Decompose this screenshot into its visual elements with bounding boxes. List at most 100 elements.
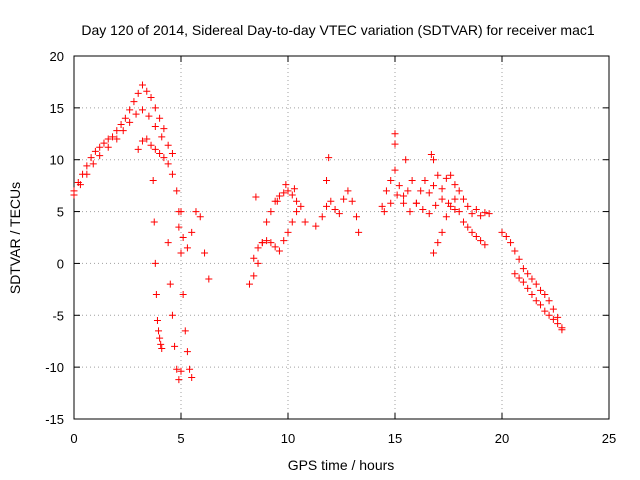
data-point — [447, 171, 455, 179]
axis-ticks: 0 5 10 15 20 25 -15 -10 -5 0 5 10 15 20 — [45, 49, 616, 446]
data-point — [387, 176, 395, 184]
data-point — [382, 187, 390, 195]
data-point — [168, 311, 176, 319]
y-tick-label: 5 — [57, 205, 64, 220]
data-point — [147, 93, 155, 101]
data-points — [70, 81, 566, 384]
data-point — [511, 247, 519, 255]
data-point — [393, 191, 401, 199]
data-point — [438, 228, 446, 236]
data-point — [138, 106, 146, 114]
series-arc-2 — [70, 106, 176, 199]
data-point — [335, 210, 343, 218]
data-point — [558, 326, 566, 334]
data-point — [267, 239, 275, 247]
data-point — [464, 223, 472, 231]
data-point — [524, 284, 532, 292]
data-point — [412, 199, 420, 207]
data-point — [156, 149, 164, 157]
data-point — [121, 114, 129, 122]
data-point — [406, 208, 414, 216]
data-point — [554, 313, 562, 321]
data-point — [549, 305, 557, 313]
data-point — [250, 272, 258, 280]
data-point — [425, 210, 433, 218]
series-drop-1 — [149, 176, 166, 352]
data-point — [258, 239, 266, 247]
data-point — [126, 106, 134, 114]
data-point — [427, 151, 435, 159]
data-point — [83, 162, 91, 170]
data-point — [96, 143, 104, 151]
data-point — [280, 189, 288, 197]
data-point — [451, 181, 459, 189]
data-point — [186, 365, 194, 373]
data-point — [434, 171, 442, 179]
data-point — [166, 280, 174, 288]
data-point — [554, 320, 562, 328]
data-point — [168, 149, 176, 157]
data-point — [511, 270, 519, 278]
data-point — [117, 120, 125, 128]
data-point — [171, 342, 179, 350]
data-point — [455, 208, 463, 216]
data-point — [89, 160, 97, 168]
data-point — [143, 87, 151, 95]
data-point — [254, 244, 262, 252]
chart-title: Day 120 of 2014, Sidereal Day-to-day VTE… — [81, 22, 594, 38]
data-point — [275, 247, 283, 255]
data-point — [175, 376, 183, 384]
data-point — [425, 189, 433, 197]
data-point — [312, 222, 320, 230]
series-arc-11 — [498, 228, 566, 332]
data-point — [507, 239, 515, 247]
data-point — [205, 275, 213, 283]
series-arc-7 — [318, 187, 363, 236]
data-point — [263, 218, 271, 226]
y-tick-label: 15 — [50, 101, 64, 116]
data-point — [284, 228, 292, 236]
data-point — [541, 291, 549, 299]
data-point — [430, 156, 438, 164]
data-point — [188, 374, 196, 382]
data-point — [442, 213, 450, 221]
data-point — [158, 344, 166, 352]
data-point — [188, 228, 196, 236]
data-point — [282, 181, 290, 189]
data-point — [156, 114, 164, 122]
data-point — [70, 191, 78, 199]
data-point — [104, 135, 112, 143]
series-arc-10 — [430, 195, 489, 257]
data-point — [252, 193, 260, 201]
data-point — [288, 218, 296, 226]
x-tick-label: 20 — [495, 431, 509, 446]
data-point — [408, 176, 416, 184]
data-point — [158, 133, 166, 141]
data-point — [442, 174, 450, 182]
data-point — [459, 218, 467, 226]
series-arc-4 — [175, 208, 213, 283]
data-point — [119, 127, 127, 135]
data-point — [421, 176, 429, 184]
data-point — [400, 199, 408, 207]
data-point — [549, 315, 557, 323]
data-point — [153, 316, 161, 324]
x-tick-label: 25 — [602, 431, 616, 446]
data-point — [134, 89, 142, 97]
data-point — [175, 223, 183, 231]
data-point — [290, 185, 298, 193]
data-point — [87, 154, 95, 162]
y-tick-label: 0 — [57, 256, 64, 271]
data-point — [459, 195, 467, 203]
data-point — [519, 265, 527, 273]
data-point — [438, 195, 446, 203]
data-point — [472, 205, 480, 213]
data-point — [160, 125, 168, 133]
data-point — [327, 197, 335, 205]
data-point — [145, 112, 153, 120]
y-axis-label: SDTVAR / TECUs — [7, 182, 23, 294]
data-point — [477, 237, 485, 245]
series-arc-3 — [134, 135, 185, 216]
data-point — [451, 205, 459, 213]
